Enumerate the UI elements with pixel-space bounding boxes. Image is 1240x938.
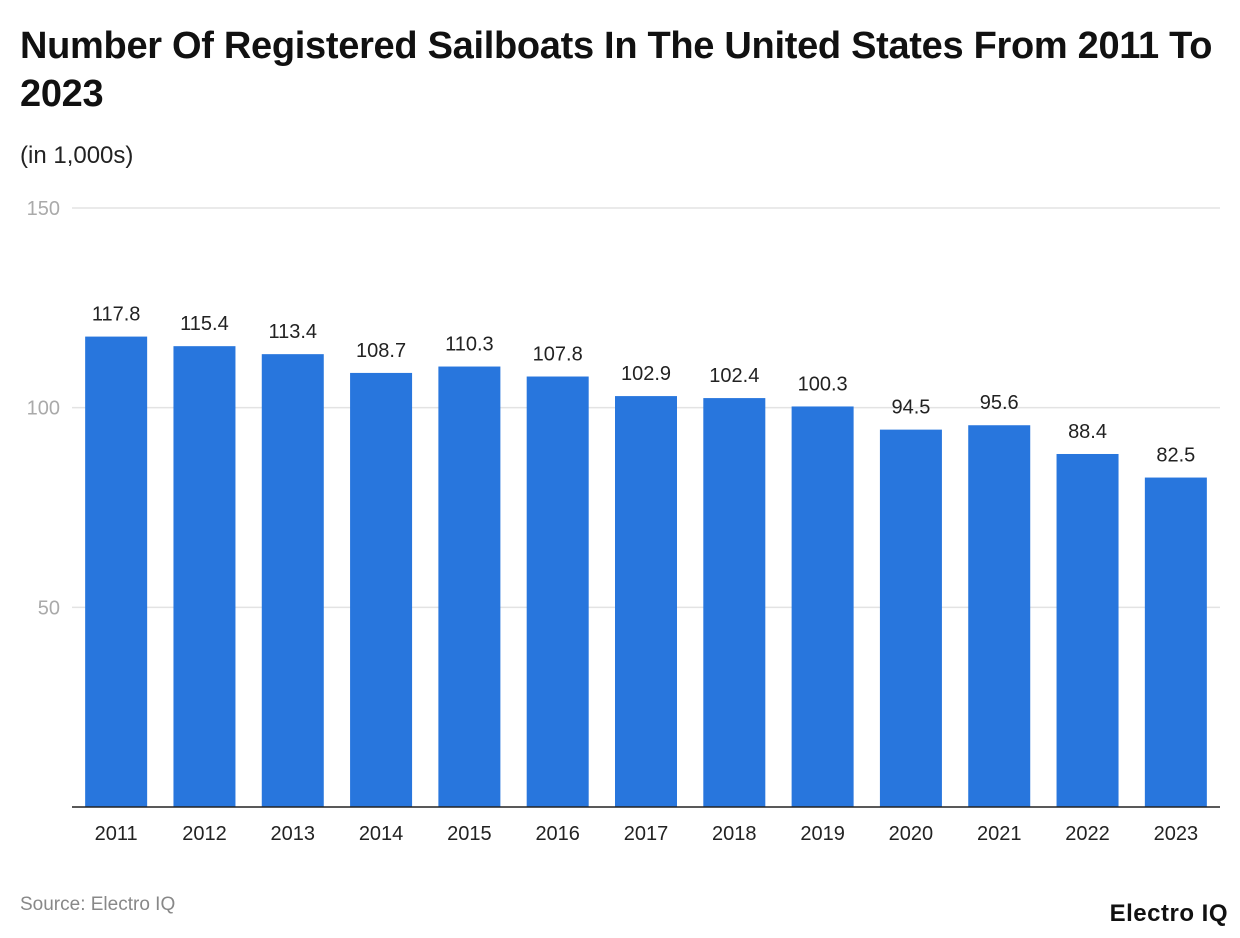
data-label: 108.7 [356, 340, 406, 362]
x-tick-label: 2015 [447, 823, 492, 845]
bar [879, 429, 942, 807]
source-note: Source: Electro IQ [20, 894, 176, 915]
data-label: 82.5 [1156, 445, 1195, 467]
chart-subtitle: (in 1,000s) [20, 142, 134, 169]
data-label: 115.4 [180, 313, 229, 335]
bar [1144, 477, 1207, 807]
data-label: 102.4 [709, 365, 759, 387]
bar [261, 354, 324, 807]
data-label: 113.4 [268, 321, 317, 343]
chart-title: Number Of Registered Sailboats In The Un… [20, 25, 1213, 115]
bar [350, 372, 413, 807]
data-label: 110.3 [445, 334, 494, 356]
bar [791, 406, 854, 807]
x-tick-label: 2018 [712, 823, 757, 845]
y-tick-label: 150 [27, 198, 60, 220]
x-tick-label: 2019 [800, 823, 845, 845]
bar [173, 346, 236, 807]
x-tick-label: 2017 [624, 823, 669, 845]
y-tick-label: 100 [27, 398, 60, 420]
bar [526, 376, 589, 807]
x-tick-label: 2020 [889, 823, 934, 845]
bar [85, 336, 148, 807]
x-tick-label: 2022 [1065, 823, 1110, 845]
bar [703, 398, 766, 807]
data-label: 102.9 [621, 363, 671, 385]
bar [615, 396, 677, 807]
x-tick-label: 2023 [1154, 823, 1199, 845]
x-tick-label: 2011 [95, 823, 138, 845]
data-label: 94.5 [891, 397, 930, 419]
data-label: 95.6 [980, 392, 1019, 414]
brand-logo: Electro IQ [1109, 900, 1228, 927]
y-tick-label: 50 [38, 597, 60, 619]
bar [1056, 453, 1119, 807]
x-tick-label: 2021 [977, 823, 1022, 845]
x-tick-label: 2016 [535, 823, 580, 845]
x-tick-label: 2013 [271, 823, 316, 845]
data-label: 117.8 [92, 304, 141, 326]
data-label: 100.3 [798, 373, 848, 395]
data-label: 88.4 [1068, 421, 1107, 443]
x-tick-label: 2014 [359, 823, 404, 845]
bar [438, 366, 501, 807]
data-label: 107.8 [533, 344, 583, 366]
x-tick-label: 2012 [182, 823, 227, 845]
bar [968, 425, 1031, 807]
